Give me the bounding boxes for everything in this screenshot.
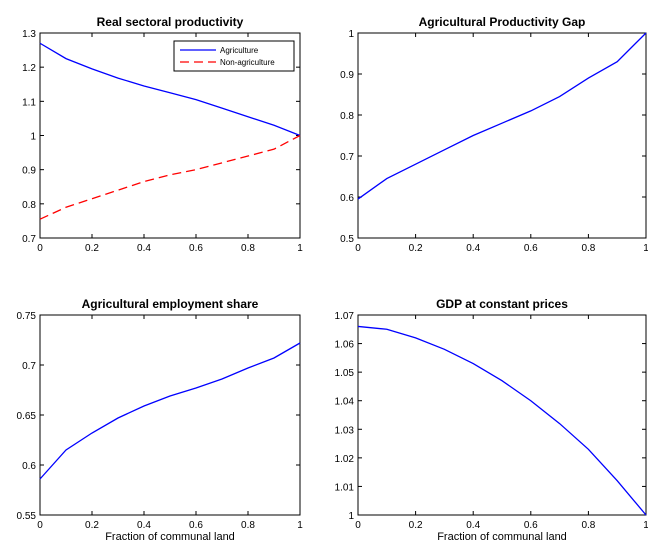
y-tick-label: 0.6: [340, 193, 354, 204]
x-tick-label: 0.6: [189, 520, 203, 531]
x-tick-label: 1: [297, 243, 303, 254]
x-tick-label: 0.8: [241, 243, 255, 254]
axes-box: [39, 314, 301, 516]
y-tick-label: 1.1: [22, 97, 36, 108]
y-tick-label: 1: [30, 132, 36, 143]
series-line-1: [357, 325, 647, 516]
legend-label: Agriculture: [220, 46, 259, 55]
x-tick-label: 1: [643, 243, 648, 254]
y-tick-label: 1.01: [335, 482, 355, 493]
y-tick-label: 1.03: [335, 425, 355, 436]
subplot-2: Agricultural Productivity Gap 0 0.2 0.4 0.6 0…: [340, 15, 648, 254]
x-axis-label: Fraction of communal land: [105, 531, 235, 543]
y-tick-label: 1: [348, 29, 354, 40]
x-tick-label: 0.8: [241, 520, 255, 531]
x-tick-label: 0.6: [524, 520, 538, 531]
y-tick-label: 0.65: [17, 411, 37, 422]
y-tick-label: 1.02: [335, 454, 355, 465]
x-tick-label: 0.2: [409, 520, 423, 531]
series-line-1: [357, 32, 647, 200]
legend-box: [173, 40, 295, 72]
x-tick-label: 0.6: [189, 243, 203, 254]
x-tick-label: 0.4: [137, 520, 151, 531]
x-axis-label: Fraction of communal land: [437, 531, 567, 543]
x-tick-label: 1: [643, 520, 648, 531]
y-tick-label: 0.8: [22, 200, 36, 211]
y-tick-label: 1.2: [22, 63, 36, 74]
x-tick-label: 0.8: [581, 520, 595, 531]
series-line-agriculture: [39, 42, 301, 137]
chart-title: GDP at constant prices: [436, 297, 568, 311]
chart-title: Agricultural Productivity Gap: [419, 15, 586, 29]
legend: Agriculture Non-agriculture: [173, 40, 295, 72]
x-tick-label: 0: [355, 520, 361, 531]
series-line-1: [39, 342, 301, 480]
series-line-non-agriculture: [39, 134, 301, 220]
y-tick-label: 0.75: [17, 311, 37, 322]
x-tick-label: 0.2: [85, 243, 99, 254]
axes-box: [357, 32, 647, 239]
x-tick-label: 0.2: [409, 243, 423, 254]
y-tick-label: 1.06: [335, 340, 355, 351]
y-tick-label: 0.6: [22, 461, 36, 472]
x-tick-label: 0: [37, 520, 43, 531]
x-tick-label: 0.2: [85, 520, 99, 531]
x-tick-label: 1: [297, 520, 303, 531]
y-tick-label: 0.9: [22, 166, 36, 177]
y-tick-label: 0.7: [22, 361, 36, 372]
x-tick-label: 0: [37, 243, 43, 254]
x-tick-label: 0.8: [581, 243, 595, 254]
subplot-4: GDP at constant prices 0 0.2 0.4 0.6 0.8 1 1 1.0…: [335, 297, 648, 543]
legend-label: Non-agriculture: [220, 58, 275, 67]
y-tick-label: 1.07: [335, 311, 355, 322]
y-tick-label: 0.9: [340, 70, 354, 81]
x-tick-label: 0.4: [466, 520, 480, 531]
x-tick-label: 0.6: [524, 243, 538, 254]
y-tick-label: 1.3: [22, 29, 36, 40]
subplot-3: Agricultural employment share 0 0.2 0.4 0.6 0…: [17, 297, 304, 543]
y-tick-label: 0.8: [340, 111, 354, 122]
y-tick-label: 0.5: [340, 234, 354, 245]
y-tick-label: 1.05: [335, 368, 355, 379]
chart-title: Agricultural employment share: [82, 297, 259, 311]
x-tick-label: 0: [355, 243, 361, 254]
subplot-1: Real sectoral productivity 0 0.2 0.4 0.6 0.8 1…: [22, 15, 303, 254]
y-tick-label: 0.55: [17, 511, 37, 522]
y-tick-label: 0.7: [340, 152, 354, 163]
y-tick-label: 1: [348, 511, 354, 522]
x-tick-label: 0.4: [137, 243, 151, 254]
y-tick-label: 1.04: [335, 397, 355, 408]
y-tick-label: 0.7: [22, 234, 36, 245]
chart-title: Real sectoral productivity: [97, 15, 244, 29]
axes-box: [357, 314, 647, 516]
x-tick-label: 0.4: [466, 243, 480, 254]
